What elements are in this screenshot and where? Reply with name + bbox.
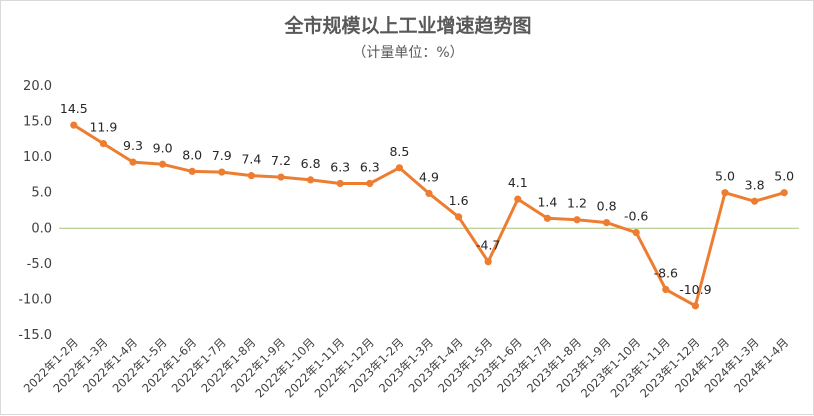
data-point (336, 179, 344, 188)
data-labels: 14.511.9 9.3 9.0 8.0 7.9 7.4 7.2 6.8 6.3 6.3 8.5 4.… (60, 101, 794, 297)
chart-title: 全市规模以上工业增速趋势图 (283, 14, 531, 37)
data-point (691, 302, 700, 310)
data-point (425, 189, 433, 198)
data-point (603, 218, 611, 227)
data-label: 1.6 (449, 193, 469, 208)
data-point (307, 176, 315, 184)
data-point (70, 121, 78, 129)
data-label: 7.4 (241, 152, 261, 167)
data-label: 8.5 (389, 144, 409, 159)
data-point (277, 173, 285, 181)
y-tick-label: -15.0 (18, 328, 52, 343)
data-label: 0.8 (597, 199, 617, 214)
data-point (662, 285, 670, 294)
data-point (159, 160, 167, 168)
data-points (70, 121, 788, 310)
data-point (721, 189, 729, 197)
data-label: 9.0 (153, 140, 173, 155)
data-point (188, 167, 196, 175)
data-label: -8.6 (654, 265, 678, 280)
data-label: 8.0 (182, 147, 202, 162)
data-label: 6.3 (330, 159, 350, 174)
data-label: 6.3 (360, 159, 380, 174)
data-label: -10.9 (679, 282, 711, 297)
data-point (455, 213, 463, 221)
data-point (247, 172, 255, 180)
chart-subtitle: （计量单位：%） (352, 45, 463, 61)
y-tick-label: 10.0 (23, 150, 52, 165)
data-point (573, 216, 581, 224)
y-tick-label: 15.0 (23, 115, 52, 130)
data-point (780, 189, 788, 197)
data-point (218, 168, 226, 176)
data-label: 4.9 (419, 169, 439, 184)
data-point (484, 258, 492, 266)
x-axis: 2022年1-2月2022年1-3月2022年1-4月2022年1-5月2022… (21, 335, 792, 400)
data-label: 4.1 (508, 175, 528, 190)
data-point (99, 140, 107, 148)
y-tick-label: -5.0 (27, 257, 52, 272)
data-point (514, 195, 522, 203)
y-axis: 20.0 15.0 10.0 5.0 0.0 -5.0 -10.0 -15.0 (18, 79, 52, 343)
data-label: 14.5 (60, 101, 88, 116)
y-tick-label: -10.0 (18, 292, 52, 307)
data-label: 11.9 (89, 120, 117, 135)
data-point (395, 164, 403, 172)
data-label: 6.8 (301, 156, 321, 171)
data-label: 5.0 (774, 169, 794, 184)
data-label: 3.8 (745, 177, 765, 192)
data-label: -4.7 (476, 238, 500, 253)
data-point (632, 228, 640, 237)
data-point (751, 197, 759, 205)
data-label: 7.9 (212, 148, 232, 163)
data-label: 7.2 (271, 153, 291, 168)
data-label: -0.6 (624, 209, 648, 224)
data-label: 1.4 (537, 194, 557, 209)
data-label: 1.2 (567, 196, 587, 211)
y-tick-label: 5.0 (31, 186, 52, 201)
data-point (366, 179, 374, 188)
data-label: 9.3 (123, 138, 143, 153)
data-point (543, 214, 552, 222)
data-point (129, 158, 137, 166)
data-label: 5.0 (715, 169, 735, 184)
y-tick-label: 0.0 (31, 221, 52, 236)
y-tick-label: 20.0 (23, 79, 52, 94)
